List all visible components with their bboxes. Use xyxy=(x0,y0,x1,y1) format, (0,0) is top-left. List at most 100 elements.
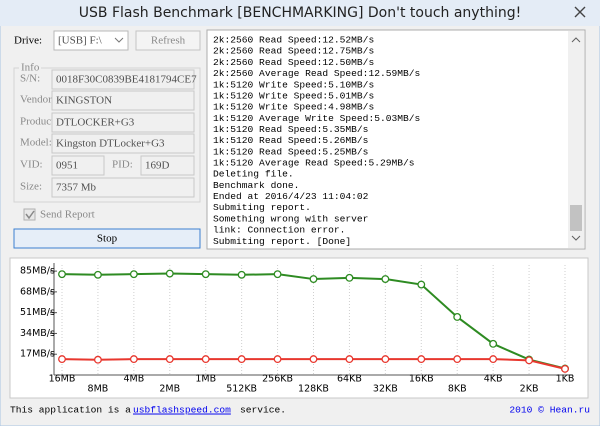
field-box xyxy=(51,133,195,154)
field-label: VID: xyxy=(20,159,43,171)
log-line: 1k:5120 Write Speed:5.01MB/s xyxy=(213,90,374,101)
log-line: Benchmark done. xyxy=(213,180,299,191)
field-label: PID: xyxy=(112,159,133,171)
data-point xyxy=(345,355,354,364)
log-line: 1k:5120 Read Speed:5.26MB/s xyxy=(213,135,368,146)
data-point xyxy=(58,270,66,279)
log-line: Ended at 2016/4/23 11:04:02 xyxy=(213,191,369,202)
log-line: 2k:2560 Average Read Speed:12.59MB/s xyxy=(213,68,420,79)
field-label: S/N: xyxy=(20,73,40,85)
stop-button[interactable] xyxy=(13,228,201,249)
y-tick-label: 17MB/s xyxy=(20,349,55,360)
log-line: Submiting report. [Done] xyxy=(213,236,351,247)
footer-text: This application is a xyxy=(10,405,131,416)
send-report-checkbox[interactable] xyxy=(23,208,36,221)
info-title: Info xyxy=(21,62,40,74)
x-tick-label: 256KB xyxy=(262,374,293,385)
field-box xyxy=(140,155,195,176)
field-value: 7357 Mb xyxy=(56,182,97,194)
data-point xyxy=(381,355,390,364)
field-box xyxy=(51,90,195,111)
field-value: KINGSTON xyxy=(56,95,112,107)
x-tick-label: 1KB xyxy=(556,374,575,385)
drive-select[interactable] xyxy=(53,30,129,51)
footer-suffix: service. xyxy=(240,405,286,416)
log-line: 1k:5120 Read Speed:5.25MB/s xyxy=(213,146,368,157)
y-tick-label: 68MB/s xyxy=(20,286,55,297)
x-tick-label: 8MB xyxy=(88,384,109,395)
drive-label: Drive: xyxy=(14,35,42,47)
log-line: Deleting file. xyxy=(213,169,294,180)
field-value: 169D xyxy=(145,160,170,172)
x-tick-label: 2KB xyxy=(520,384,539,395)
data-point xyxy=(129,355,138,364)
data-point xyxy=(417,355,426,364)
field-value: 0018F30C0839BE4181794CE7 xyxy=(56,74,197,86)
footer-link[interactable]: usbflashspeed.com xyxy=(133,405,231,416)
data-point xyxy=(93,270,102,279)
drive-value: [USB] F:\ xyxy=(58,35,103,47)
data-point xyxy=(381,275,390,284)
refresh-button[interactable] xyxy=(135,30,201,51)
log-line: 2k:2560 Read Speed:12.50MB/s xyxy=(213,57,374,68)
close-button[interactable] xyxy=(566,3,594,21)
data-point xyxy=(129,270,138,279)
data-point xyxy=(309,355,318,364)
x-tick-label: 4MB xyxy=(123,374,144,385)
data-point xyxy=(273,270,282,279)
log-line: 2k:2560 Read Speed:12.75MB/s xyxy=(213,46,374,57)
data-point xyxy=(417,280,426,289)
y-tick-label: 51MB/s xyxy=(20,307,55,318)
y-tick-label: 34MB/s xyxy=(20,328,55,339)
x-tick-label: 16MB xyxy=(49,374,76,385)
data-point xyxy=(489,355,498,364)
field-box xyxy=(51,155,105,176)
data-point xyxy=(201,270,210,279)
log-line: Submiting report. xyxy=(213,202,311,213)
field-value: Kingston DTLocker+G3 xyxy=(56,138,165,150)
x-tick-label: 32KB xyxy=(373,384,398,395)
data-point xyxy=(237,270,246,279)
field-value: 0951 xyxy=(56,160,78,172)
field-box xyxy=(51,177,195,198)
send-report-label: Send Report xyxy=(40,209,95,221)
x-tick-label: 4KB xyxy=(484,374,503,385)
log-line: Something wrong with server xyxy=(213,213,368,224)
footer-copyright[interactable]: 2010 © Hean.ru xyxy=(509,405,590,416)
data-point xyxy=(453,355,462,364)
x-tick-label: 1MB xyxy=(195,374,216,385)
data-point xyxy=(525,356,534,365)
log-line: link: Connection error. xyxy=(213,225,345,236)
data-point xyxy=(237,355,246,364)
log-scrollbar[interactable] xyxy=(568,31,584,248)
data-point xyxy=(93,355,102,364)
x-tick-label: 8KB xyxy=(448,384,467,395)
window-title: USB Flash Benchmark [BENCHMARKING] Don't… xyxy=(79,5,521,21)
data-point xyxy=(165,269,174,278)
x-tick-label: 2MB xyxy=(159,384,180,395)
data-point xyxy=(345,273,354,282)
log-box xyxy=(206,29,586,250)
field-box xyxy=(51,112,195,133)
log-line: 1k:5120 Average Read Speed:5.29MB/s xyxy=(213,158,415,169)
data-point xyxy=(201,355,210,364)
field-value: DTLOCKER+G3 xyxy=(56,117,135,129)
log-line: 1k:5120 Write Speed:4.98MB/s xyxy=(213,102,374,113)
log-line: 1k:5120 Write Speed:5.10MB/s xyxy=(213,79,374,90)
x-tick-label: 128KB xyxy=(298,384,329,395)
info-group xyxy=(13,67,201,203)
field-label: Size: xyxy=(20,181,42,193)
log-line: 1k:5120 Average Write Speed:5.03MB/s xyxy=(213,113,420,124)
log-line: 1k:5120 Read Speed:5.35MB/s xyxy=(213,124,368,135)
data-point xyxy=(561,364,569,373)
data-point xyxy=(309,275,318,284)
info-title-bg xyxy=(19,62,41,74)
field-label: Model: xyxy=(20,137,52,149)
data-point xyxy=(489,339,498,348)
x-tick-label: 16KB xyxy=(409,374,434,385)
field-box xyxy=(51,69,195,90)
y-tick-label: 85MB/s xyxy=(20,266,55,277)
data-point xyxy=(273,355,282,364)
